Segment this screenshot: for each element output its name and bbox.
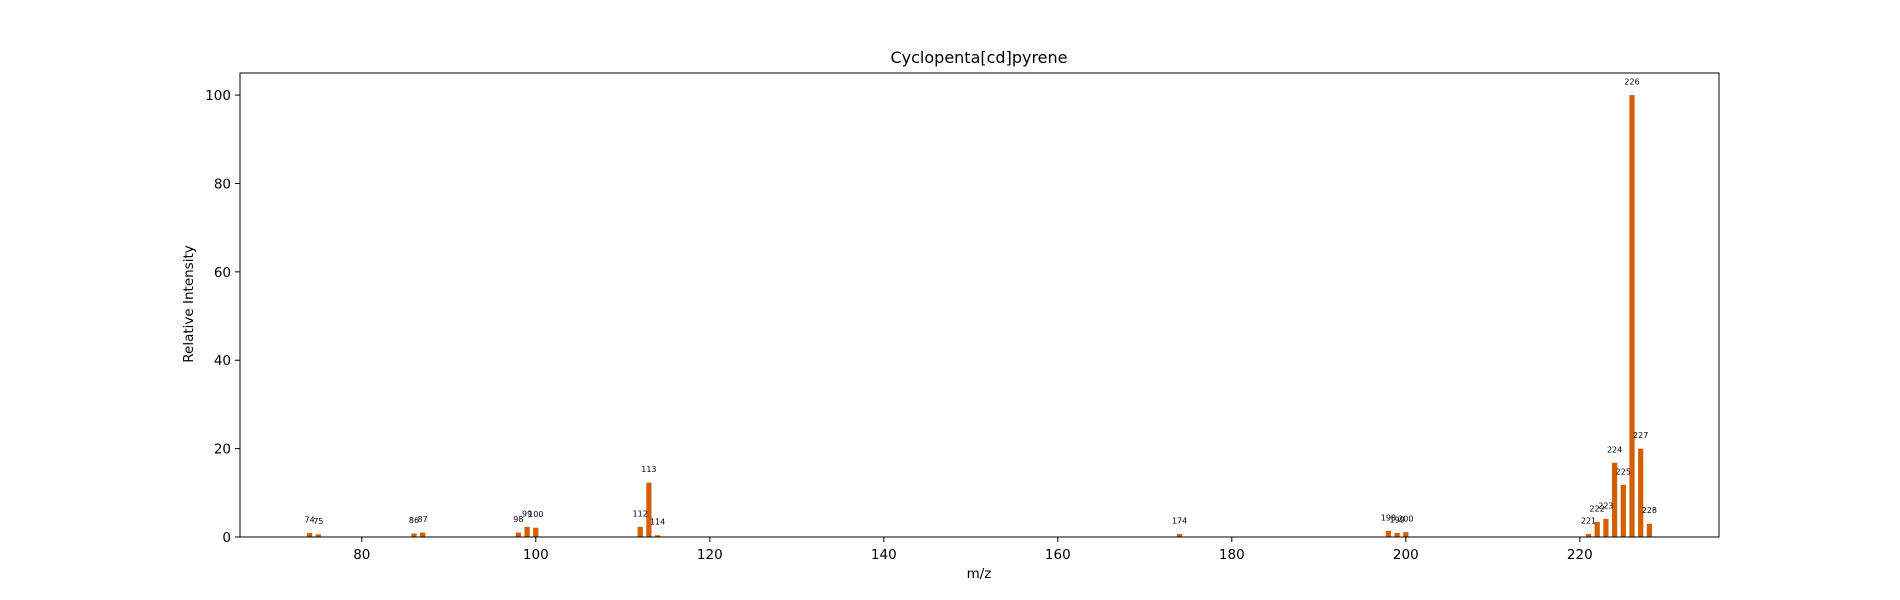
bar-mz-221 xyxy=(1585,533,1592,537)
peak-label-112: 112 xyxy=(633,509,648,518)
bars-layer xyxy=(306,95,1653,537)
bar-mz-198 xyxy=(1385,530,1392,537)
peak-label-223: 223 xyxy=(1598,501,1613,510)
peak-label-198: 198 xyxy=(1381,513,1396,522)
bar-mz-174 xyxy=(1176,533,1183,537)
bar-mz-113 xyxy=(646,482,652,537)
bar-mz-224 xyxy=(1611,462,1618,537)
peak-label-98: 98 xyxy=(513,515,523,524)
plot-area-frame xyxy=(239,72,1720,538)
peak-label-224: 224 xyxy=(1607,445,1622,454)
y-tick-label: 20 xyxy=(214,442,231,458)
bar-mz-114 xyxy=(654,535,661,537)
x-tick-label: 140 xyxy=(871,547,897,563)
peak-label-113: 113 xyxy=(641,465,656,474)
bar-mz-74 xyxy=(306,533,313,537)
peak-label-74: 74 xyxy=(305,516,315,525)
y-tick-label: 80 xyxy=(214,176,231,192)
bar-mz-86 xyxy=(411,533,417,537)
peak-label-174: 174 xyxy=(1172,516,1187,525)
x-tick-label: 120 xyxy=(697,547,723,563)
peak-label-226: 226 xyxy=(1624,78,1639,87)
bar-mz-199 xyxy=(1394,533,1400,537)
y-tick-label: 100 xyxy=(205,88,231,104)
peak-label-114: 114 xyxy=(650,518,665,527)
peak-label-199: 199 xyxy=(1389,516,1404,525)
bar-mz-228 xyxy=(1646,523,1653,537)
x-tick-label: 220 xyxy=(1567,547,1593,563)
x-tick-label: 80 xyxy=(353,547,370,563)
bar-mz-112 xyxy=(637,526,643,537)
peak-label-87: 87 xyxy=(418,515,428,524)
peak-label-86: 86 xyxy=(409,516,419,525)
peak-label-75: 75 xyxy=(313,517,323,526)
x-tick-label: 180 xyxy=(1219,547,1245,563)
peak-label-225: 225 xyxy=(1616,467,1631,476)
y-tick-label: 0 xyxy=(222,530,231,546)
peak-label-222: 222 xyxy=(1590,504,1605,513)
bar-mz-226 xyxy=(1629,95,1635,537)
y-tick-label: 60 xyxy=(214,265,231,281)
y-axis-ticks: 0 20 40 60 80 100 xyxy=(205,88,240,546)
bar-mz-200 xyxy=(1403,532,1409,537)
bar-mz-75 xyxy=(315,534,321,537)
peak-label-99: 99 xyxy=(522,509,532,518)
y-axis-label: Relative Intensity xyxy=(181,245,197,363)
bar-mz-99 xyxy=(524,526,530,537)
peak-label-227: 227 xyxy=(1633,431,1648,440)
x-axis-label: m/z xyxy=(967,566,992,582)
bar-mz-87 xyxy=(420,532,426,537)
x-axis-ticks: 80 100 120 140 160 180 200 220 xyxy=(353,537,1593,563)
bar-mz-223 xyxy=(1603,518,1609,537)
x-tick-label: 160 xyxy=(1045,547,1071,563)
x-tick-label: 100 xyxy=(523,547,549,563)
y-tick-label: 40 xyxy=(214,353,231,369)
bar-mz-100 xyxy=(533,527,539,537)
peak-label-200: 200 xyxy=(1398,515,1413,524)
bar-mz-227 xyxy=(1638,448,1644,537)
peak-label-100: 100 xyxy=(528,510,543,519)
chart-title: Cyclopenta[cd]pyrene xyxy=(890,48,1067,67)
x-tick-label: 200 xyxy=(1393,547,1419,563)
bar-mz-222 xyxy=(1594,521,1600,537)
peak-label-228: 228 xyxy=(1642,506,1657,515)
bar-mz-98 xyxy=(515,532,522,537)
peak-label-221: 221 xyxy=(1581,516,1596,525)
bar-mz-225 xyxy=(1620,484,1626,537)
